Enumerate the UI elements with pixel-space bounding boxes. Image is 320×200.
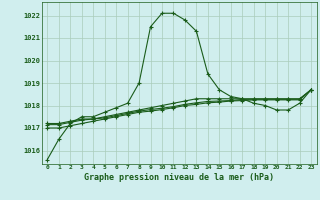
X-axis label: Graphe pression niveau de la mer (hPa): Graphe pression niveau de la mer (hPa) bbox=[84, 173, 274, 182]
